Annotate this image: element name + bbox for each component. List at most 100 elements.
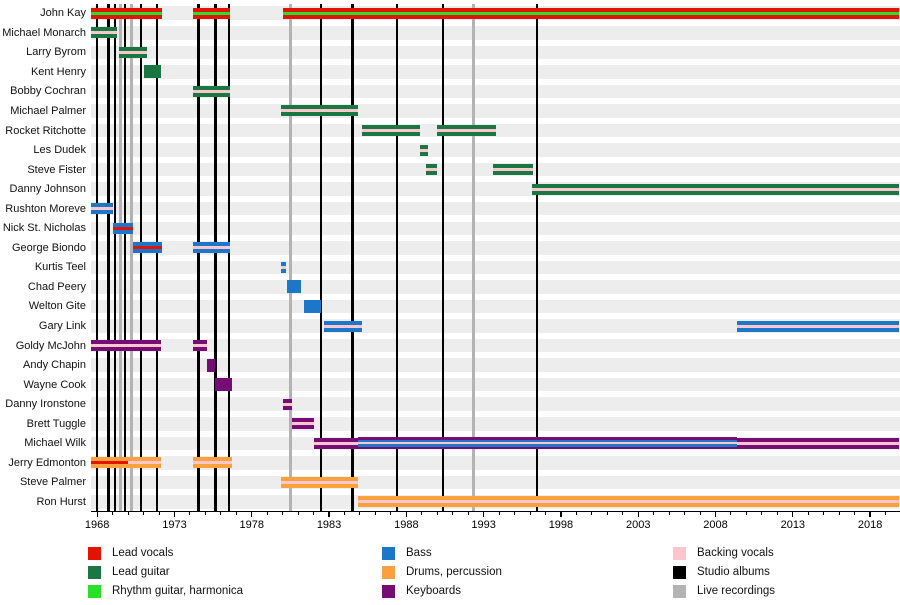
bar-role-stripe [281,105,359,110]
axis-tick-minor [220,511,222,515]
keyboards-legend-swatch [382,584,395,598]
bar-role-stripe [91,464,129,469]
member-label: Rushton Moreve [5,202,86,215]
bar-role-stripe [304,299,322,313]
member-label: Danny Ironstone [5,398,86,411]
member-bar-segment [214,378,232,392]
bar-role-stripe [193,7,231,12]
member-row-band [91,104,900,118]
studio-album-line [197,4,200,511]
axis-year-label: 1983 [316,518,342,531]
bar-role-stripe [437,125,496,129]
bar-role-stripe [313,441,359,445]
axis-tick-minor [653,511,655,515]
bar-role-stripe [193,92,231,97]
bar-role-stripe [324,324,362,328]
bar-role-stripe [193,89,231,93]
member-bar-segment [291,418,314,430]
rhythm-guitar-legend-swatch [88,584,101,598]
member-label: Michael Palmer [10,104,86,117]
axis-tick-major [173,511,176,518]
member-row-band [91,65,900,79]
member-bar-segment [91,340,161,352]
bar-role-stripe [193,246,231,250]
member-bar-segment [91,203,113,215]
bar-role-stripe [281,476,359,481]
axis-year-label: 2013 [780,518,806,531]
axis-year-label: 1993 [471,518,496,531]
member-bar-segment [287,280,302,294]
axis-tick-major [792,511,794,518]
member-label: Andy Chapin [23,359,86,372]
bar-role-stripe [281,112,359,117]
bar-role-stripe [91,457,129,462]
bar-role-stripe [361,129,421,132]
bar-role-stripe [291,425,314,430]
member-bar-segment [193,457,232,469]
axis-tick-major [96,511,98,518]
axis-tick-major [405,511,407,518]
bar-role-stripe [437,132,496,136]
bar-role-stripe [91,347,161,352]
member-bar-segment [143,65,161,79]
member-label: Rocket Ritchotte [5,124,86,137]
bar-role-stripe [112,222,133,227]
axis-tick-minor [235,511,237,515]
member-bar-segment [193,85,231,97]
legend-label: Lead vocals [112,547,174,559]
axis-tick-minor [467,511,469,515]
studio-album-line [351,4,354,511]
bar-role-stripe [214,378,232,392]
bar-role-stripe [118,50,147,54]
legend-label: Lead guitar [112,565,170,578]
bar-role-stripe [531,183,900,188]
studio-album-line [114,4,117,511]
bar-role-stripe [193,249,231,254]
bar-role-stripe [91,340,161,345]
legend-label: Keyboards [406,584,461,597]
member-bar-segment [91,7,163,19]
bar-role-stripe [118,46,147,51]
member-bar-segment [281,476,359,488]
bar-role-stripe [132,249,163,254]
bar-role-stripe [358,496,900,501]
member-bar-segment [737,320,900,332]
axis-tick-minor [730,511,732,515]
axis-tick-minor [282,511,284,515]
member-bar-segment [132,242,163,254]
bar-role-stripe [282,11,900,15]
bar-role-stripe [193,457,232,462]
studio-album-line [319,4,322,511]
bar-role-stripe [426,171,438,176]
bar-role-stripe [128,464,161,469]
axis-tick-minor [885,511,887,515]
axis-tick-minor [514,511,516,515]
member-bar-segment [304,299,322,313]
member-bar-segment [206,358,215,372]
bar-role-stripe [193,14,231,19]
bar-role-stripe [737,444,900,449]
axis-tick-minor [127,511,129,515]
bar-role-stripe [281,480,359,484]
axis-tick-minor [854,511,856,515]
studio-album-line [95,4,99,511]
member-row-band [91,338,900,353]
bar-role-stripe [420,144,428,149]
studio-album-line [107,4,110,511]
live-recording-line [119,4,123,511]
axis-tick-minor [745,511,747,515]
axis-tick-minor [204,511,206,515]
bar-role-stripe [193,464,232,469]
bar-role-stripe [358,442,738,445]
bar-role-stripe [437,129,496,132]
legend-label: Backing vocals [697,547,774,559]
bar-role-stripe [193,85,231,90]
legend-label: Bass [406,547,432,559]
axis-year-label: 1988 [394,518,419,531]
member-bar-segment [426,164,438,176]
axis-year-label: 2018 [857,518,883,531]
member-bar-segment [193,340,207,352]
member-row-band [91,377,900,392]
member-label: Gary Link [38,320,86,332]
